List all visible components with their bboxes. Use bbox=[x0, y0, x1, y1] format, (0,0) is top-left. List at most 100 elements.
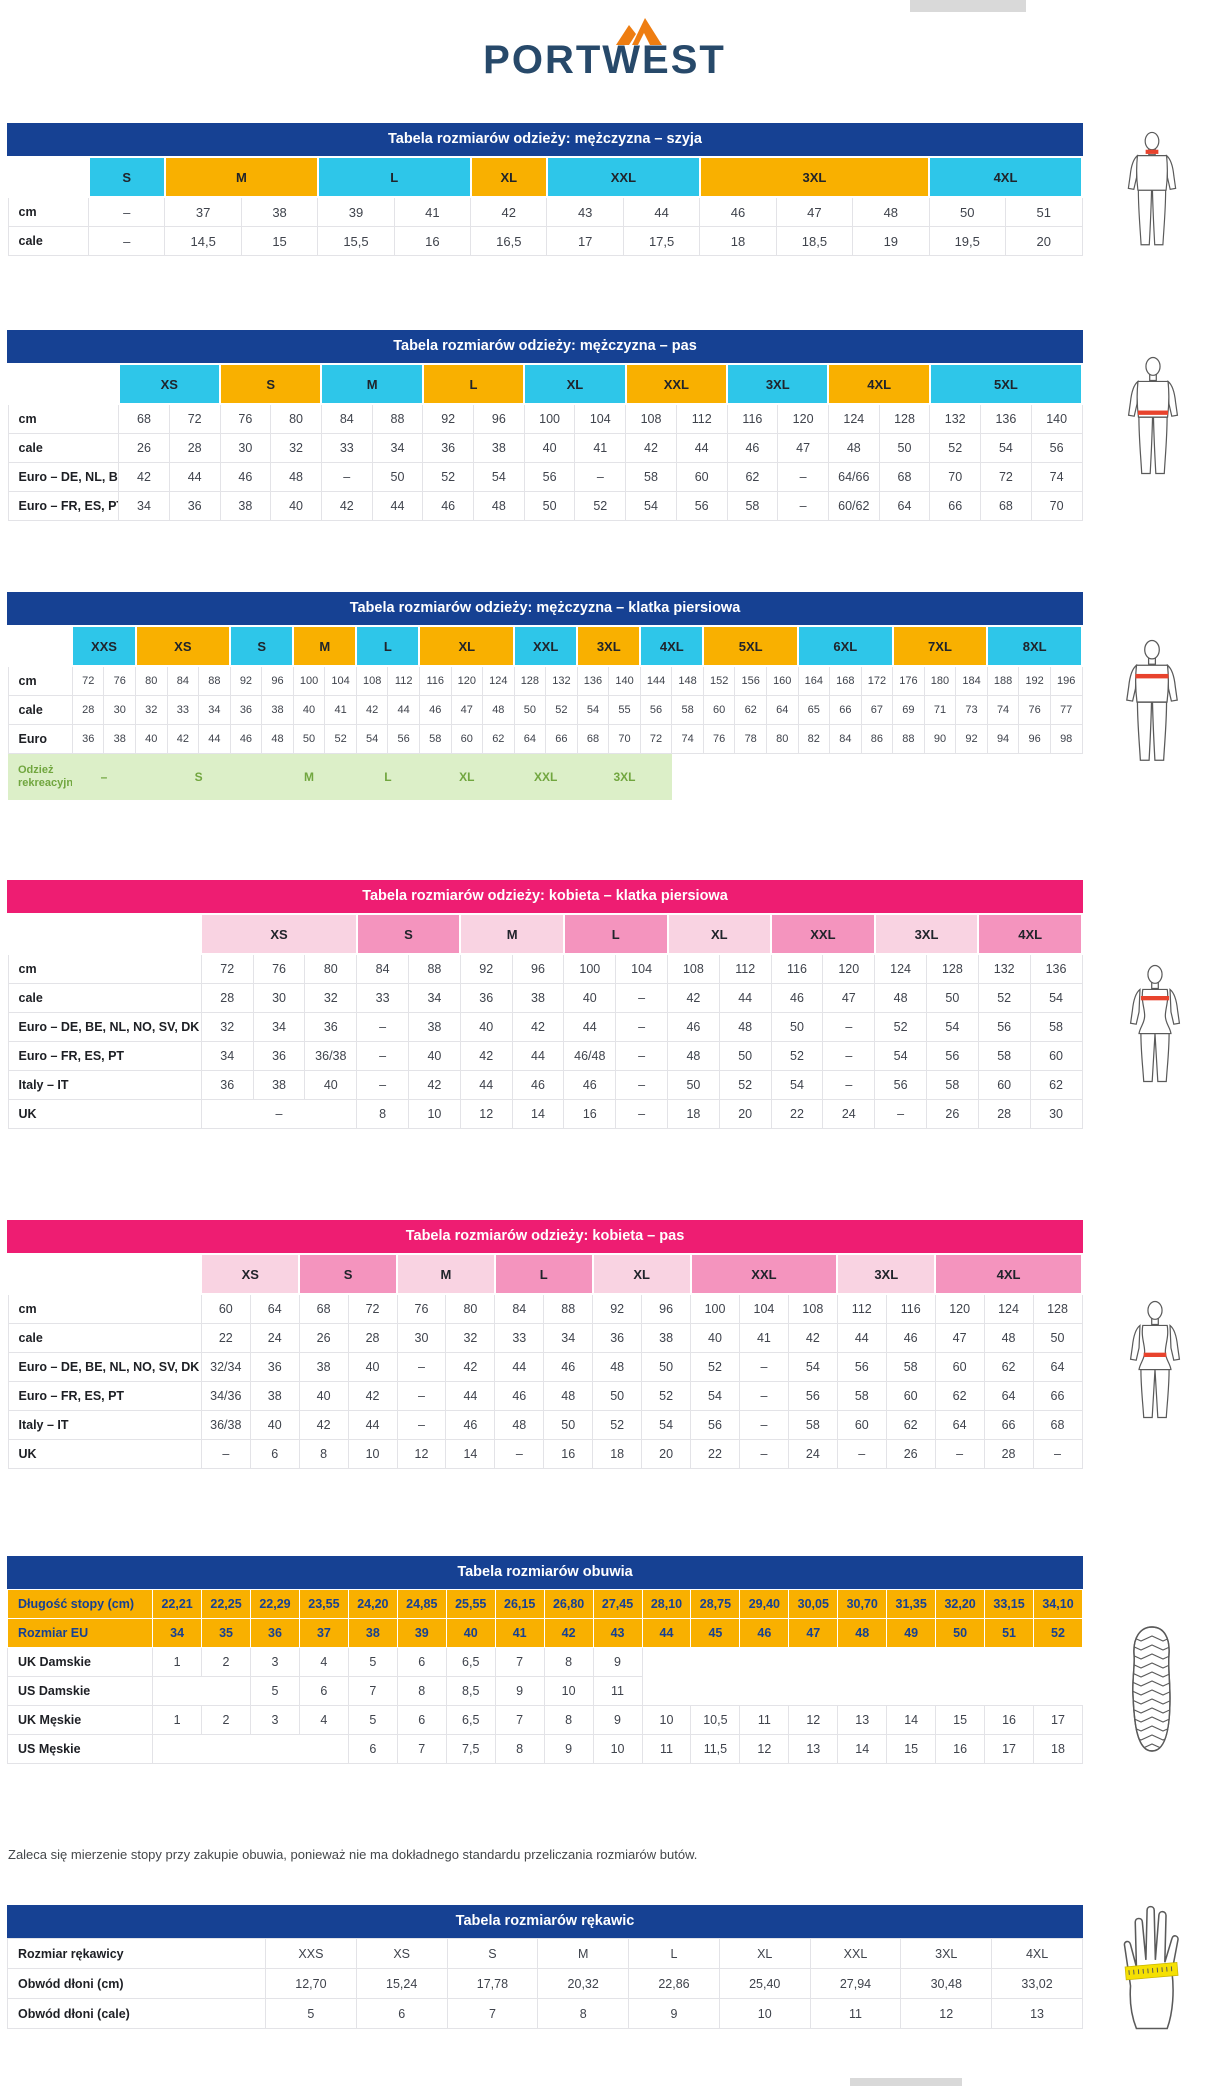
value-cell: 40 bbox=[690, 1323, 740, 1353]
value-cell: 10 bbox=[408, 1099, 461, 1129]
value-cell: 44 bbox=[718, 983, 772, 1013]
value-cell: 12 bbox=[396, 1439, 447, 1469]
value-cell: 33 bbox=[166, 695, 200, 725]
figure-male-waist bbox=[1122, 346, 1184, 492]
value-cell: 34,10 bbox=[1033, 1589, 1083, 1619]
value-cell: 9 bbox=[628, 1998, 720, 2029]
value-cell: 7 bbox=[347, 1676, 398, 1706]
value-cell: 33,15 bbox=[984, 1589, 1034, 1619]
value-cell: 116 bbox=[418, 665, 452, 696]
value-cell: 88 bbox=[408, 953, 461, 984]
value-cell: 38 bbox=[249, 1381, 300, 1411]
value-cell: 50 bbox=[770, 1012, 824, 1042]
row-label: cm bbox=[7, 403, 120, 434]
value-cell: 52 bbox=[324, 724, 357, 754]
value-cell: 41 bbox=[393, 196, 472, 227]
value-cell: 22,86 bbox=[628, 1968, 720, 1999]
value-cell: 24 bbox=[249, 1323, 300, 1353]
value-cell: – bbox=[738, 1439, 789, 1469]
value-cell: 11 bbox=[592, 1676, 643, 1706]
value-cell: 36 bbox=[592, 1323, 643, 1353]
value-cell: XXS bbox=[265, 1938, 357, 1969]
size-header-m: M bbox=[163, 156, 319, 198]
value-cell: 96 bbox=[641, 1293, 692, 1324]
value-cell: L bbox=[356, 753, 420, 800]
value-cell: 28,10 bbox=[641, 1589, 692, 1619]
value-cell: 128 bbox=[513, 665, 547, 696]
size-header-5xl: 5XL bbox=[928, 363, 1084, 405]
value-cell: 70 bbox=[929, 462, 982, 492]
value-cell: 34/36 bbox=[200, 1381, 251, 1411]
value-cell: 104 bbox=[574, 403, 627, 434]
value-cell: 6 bbox=[355, 1998, 448, 2029]
row-label: cale bbox=[7, 695, 73, 725]
value-cell: 12 bbox=[900, 1998, 993, 2029]
size-table-shoes: Długość stopy (cm) 22,21 22,25 22,29 23,55 24… bbox=[6, 1589, 1083, 1764]
value-cell: 14 bbox=[886, 1705, 937, 1735]
value-cell: 72 bbox=[347, 1293, 398, 1324]
value-cell: 26,80 bbox=[543, 1589, 594, 1619]
value-cell: 17,5 bbox=[622, 226, 701, 256]
value-cell: 32 bbox=[200, 1012, 254, 1042]
value-cell: 58 bbox=[671, 695, 704, 725]
value-cell: 24 bbox=[822, 1099, 876, 1129]
value-cell: 17,78 bbox=[446, 1968, 539, 1999]
value-cell: 60/62 bbox=[827, 491, 880, 521]
value-cell: 74 bbox=[671, 724, 704, 754]
value-cell: 42 bbox=[459, 1041, 513, 1071]
value-cell: 42 bbox=[667, 983, 720, 1013]
value-cell: 64 bbox=[983, 1381, 1034, 1411]
value-cell: 184 bbox=[955, 665, 988, 696]
value-cell: 72 bbox=[639, 724, 673, 754]
value-cell: 32 bbox=[270, 433, 322, 463]
value-cell: 17 bbox=[1033, 1705, 1083, 1735]
value-cell: 38 bbox=[473, 433, 525, 463]
value-cell: 30 bbox=[103, 695, 137, 725]
value-cell: 60 bbox=[702, 695, 736, 725]
value-cell: 56 bbox=[639, 695, 673, 725]
value-cell: 40 bbox=[135, 724, 168, 754]
value-cell: 88 bbox=[198, 665, 231, 696]
value-cell: 42 bbox=[543, 1618, 594, 1648]
size-header-4xl: 4XL bbox=[827, 363, 931, 405]
value-cell: 18,5 bbox=[775, 226, 854, 256]
value-cell: 40 bbox=[523, 433, 576, 463]
value-cell: 5 bbox=[265, 1998, 357, 2029]
value-cell: 56 bbox=[787, 1381, 838, 1411]
value-cell: 46 bbox=[422, 491, 475, 521]
value-cell: 60 bbox=[977, 1070, 1031, 1100]
table-title-men-neck: Tabela rozmiarów odzieży: mężczyzna – sz… bbox=[7, 123, 1083, 156]
value-cell: 17 bbox=[984, 1734, 1034, 1764]
value-cell: 22,29 bbox=[250, 1589, 300, 1619]
value-cell: 55 bbox=[608, 695, 641, 725]
value-cell: 38 bbox=[103, 724, 137, 754]
figure-shoe bbox=[1124, 1620, 1180, 1758]
value-cell: 15,5 bbox=[317, 226, 395, 256]
value-cell: 10 bbox=[543, 1676, 594, 1706]
row-label: UK Damskie bbox=[6, 1647, 154, 1677]
value-cell: 52 bbox=[977, 983, 1031, 1013]
value-cell: 18 bbox=[667, 1099, 720, 1129]
size-table-women-chest: XS S M L XL XXL 3XL 4XL cm 72 76 80 84 88 92 96 100 104 10… bbox=[6, 913, 1083, 1129]
value-cell: 78 bbox=[734, 724, 767, 754]
value-cell: – bbox=[320, 462, 373, 492]
value-cell: 7 bbox=[494, 1705, 545, 1735]
value-cell: 180 bbox=[923, 665, 957, 696]
value-cell: 46 bbox=[770, 983, 824, 1013]
value-cell: – bbox=[874, 1099, 927, 1129]
figure-male-neck bbox=[1122, 126, 1182, 258]
row-label: US Damskie bbox=[6, 1676, 154, 1706]
value-cell: 34 bbox=[198, 695, 231, 725]
value-cell: 23,55 bbox=[298, 1589, 349, 1619]
row-label: Długość stopy (cm) bbox=[6, 1589, 154, 1619]
value-cell: 47 bbox=[777, 433, 829, 463]
value-cell: 1 bbox=[152, 1647, 203, 1677]
value-cell: 28 bbox=[983, 1439, 1034, 1469]
size-header-xl: XL bbox=[523, 363, 627, 405]
value-cell: 19,5 bbox=[928, 226, 1006, 256]
value-cell: 54 bbox=[1029, 983, 1083, 1013]
value-cell: 60 bbox=[1029, 1041, 1083, 1071]
value-cell: 136 bbox=[576, 665, 610, 696]
value-cell: 46 bbox=[219, 462, 272, 492]
value-cell: 46 bbox=[418, 695, 452, 725]
